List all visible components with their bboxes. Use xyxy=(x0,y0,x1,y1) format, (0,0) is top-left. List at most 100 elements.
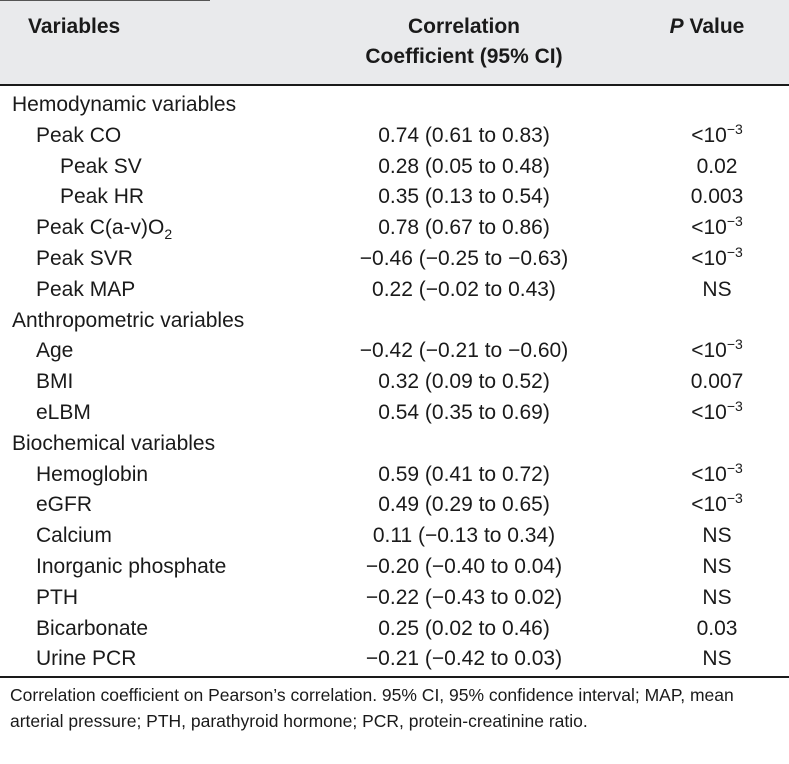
p-value-text: 0.02 xyxy=(696,154,738,178)
correlation-cell: 0.32 (0.09 to 0.52) xyxy=(378,370,550,394)
p-value-cell: NS xyxy=(632,521,789,552)
p-value-exponent: −3 xyxy=(726,397,743,414)
p-value-cell: <10−3 xyxy=(632,121,789,152)
variable-label-text: Urine PCR xyxy=(36,647,137,671)
p-value-text: <10 xyxy=(691,493,727,517)
p-value-text: <10 xyxy=(691,339,727,363)
variable-label-text: Calcium xyxy=(36,524,112,548)
variable-label-text: Hemodynamic variables xyxy=(12,93,237,116)
correlation-cell: −0.42 (−0.21 to −0.60) xyxy=(359,339,569,363)
header-p-rest: Value xyxy=(683,15,745,38)
table-row: Peak CO 0.74 (0.61 to 0.83) <10−3 xyxy=(0,121,789,152)
p-value-exponent: −3 xyxy=(726,459,743,476)
table-row: Urine PCR −0.21 (−0.42 to 0.03) NS xyxy=(0,644,789,675)
p-value-text: <10 xyxy=(691,216,727,240)
correlation-cell: 0.22 (−0.02 to 0.43) xyxy=(372,277,556,301)
table-row: Calcium 0.11 (−0.13 to 0.34) NS xyxy=(0,521,789,552)
p-value-text: 0.007 xyxy=(690,370,744,394)
variable-label-text: PTH xyxy=(36,585,78,609)
variable-label: Urine PCR xyxy=(36,644,136,675)
variable-label-text: Peak MAP xyxy=(36,277,136,301)
table-row: Peak C(a-v)O2 0.78 (0.67 to 0.86) <10−3 xyxy=(0,213,789,244)
variable-label: Calcium xyxy=(36,521,112,552)
p-value-cell: NS xyxy=(632,552,789,583)
variable-label: Hemoglobin xyxy=(36,460,148,491)
variable-label-text: Anthropometric variables xyxy=(12,308,245,332)
variable-label-text: Peak CO xyxy=(36,123,122,147)
variable-label-text: Peak SV xyxy=(60,154,142,178)
header-correlation-line1: Correlation xyxy=(407,15,520,38)
p-value-cell: <10−3 xyxy=(632,460,789,491)
p-value-cell: 0.003 xyxy=(632,182,789,213)
variable-label-text: Peak C(a-v)O xyxy=(36,216,165,240)
header-correlation-line2: Coefficient (95% CI) xyxy=(365,45,563,68)
variable-label: eLBM xyxy=(36,398,91,429)
p-value-cell: NS xyxy=(632,583,789,614)
p-value-cell: <10−3 xyxy=(632,398,789,429)
variable-label: Peak MAP xyxy=(36,275,135,306)
p-value-exponent: −3 xyxy=(726,213,743,230)
table-row: Inorganic phosphate −0.20 (−0.40 to 0.04)… xyxy=(0,552,789,583)
section-label: Biochemical variables xyxy=(12,429,215,460)
variable-label-text: Bicarbonate xyxy=(36,616,149,640)
p-value-cell: 0.02 xyxy=(632,152,789,183)
table-row: Peak SVR −0.46 (−0.25 to −0.63) <10−3 xyxy=(0,244,789,275)
p-value-text: NS xyxy=(702,585,732,609)
correlation-cell: 0.74 (0.61 to 0.83) xyxy=(378,123,550,147)
variable-label: PTH xyxy=(36,583,78,614)
table-body: Hemodynamic variables Peak CO 0.74 (0.61 t… xyxy=(0,90,789,675)
variable-label: BMI xyxy=(36,367,73,398)
p-value-cell: NS xyxy=(632,644,789,675)
variable-label-text: Peak SVR xyxy=(36,246,133,270)
variable-label: Age xyxy=(36,336,73,367)
correlation-cell: 0.35 (0.13 to 0.54) xyxy=(378,185,550,209)
p-value-cell: 0.03 xyxy=(632,614,789,645)
variable-label: Bicarbonate xyxy=(36,614,148,645)
p-value-text: NS xyxy=(702,647,732,671)
variable-label-text: Age xyxy=(36,339,74,363)
variable-label-text: Inorganic phosphate xyxy=(36,554,227,578)
variable-label-text: Biochemical variables xyxy=(12,431,216,455)
section-row: Hemodynamic variables xyxy=(0,90,789,121)
correlation-cell: 0.28 (0.05 to 0.48) xyxy=(378,154,550,178)
p-value-text: NS xyxy=(702,554,732,578)
table-row: eLBM 0.54 (0.35 to 0.69) <10−3 xyxy=(0,398,789,429)
header-p-italic: P xyxy=(669,15,684,38)
p-value-cell: <10−3 xyxy=(632,213,789,244)
caption-fragment xyxy=(0,0,210,7)
variable-label-text: Hemoglobin xyxy=(36,462,149,486)
p-value-text: <10 xyxy=(691,400,727,424)
p-value-text: 0.03 xyxy=(696,616,738,640)
p-value-cell: <10−3 xyxy=(632,336,789,367)
correlation-cell: 0.78 (0.67 to 0.86) xyxy=(378,216,550,240)
table-row: Peak HR 0.35 (0.13 to 0.54) 0.003 xyxy=(0,182,789,213)
correlation-cell: 0.54 (0.35 to 0.69) xyxy=(378,400,550,424)
correlation-cell: −0.20 (−0.40 to 0.04) xyxy=(365,554,563,578)
p-value-cell: 0.007 xyxy=(632,367,789,398)
variable-label-text: eLBM xyxy=(36,400,91,424)
variable-label: Peak SV xyxy=(60,152,142,183)
correlation-cell: −0.46 (−0.25 to −0.63) xyxy=(359,246,569,270)
label-subscript: 2 xyxy=(164,226,173,243)
header-variables: Variables xyxy=(28,15,121,38)
table-footnote: Correlation coefficient on Pearson’s cor… xyxy=(10,685,734,731)
p-value-text: <10 xyxy=(691,123,727,147)
section-label: Anthropometric variables xyxy=(12,306,244,337)
correlation-cell: −0.21 (−0.42 to 0.03) xyxy=(365,647,563,671)
correlation-cell: 0.59 (0.41 to 0.72) xyxy=(378,462,550,486)
table-row: PTH −0.22 (−0.43 to 0.02) NS xyxy=(0,583,789,614)
table-row: Hemoglobin 0.59 (0.41 to 0.72) <10−3 xyxy=(0,460,789,491)
p-value-exponent: −3 xyxy=(726,336,743,353)
p-value-text: <10 xyxy=(691,246,727,270)
correlation-cell: 0.11 (−0.13 to 0.34) xyxy=(372,524,556,548)
p-value-text: NS xyxy=(702,277,732,301)
table-row: Bicarbonate 0.25 (0.02 to 0.46) 0.03 xyxy=(0,614,789,645)
table-header: Variables Correlation Coefficient (95% C… xyxy=(0,0,789,86)
section-row: Anthropometric variables xyxy=(0,306,789,337)
p-value-text: <10 xyxy=(691,462,727,486)
p-value-exponent: −3 xyxy=(726,120,743,137)
variable-label: Peak CO xyxy=(36,121,121,152)
variable-label: Peak C(a-v)O2 xyxy=(36,213,172,244)
p-value-exponent: −3 xyxy=(726,490,743,507)
correlation-cell: 0.49 (0.29 to 0.65) xyxy=(378,493,550,517)
